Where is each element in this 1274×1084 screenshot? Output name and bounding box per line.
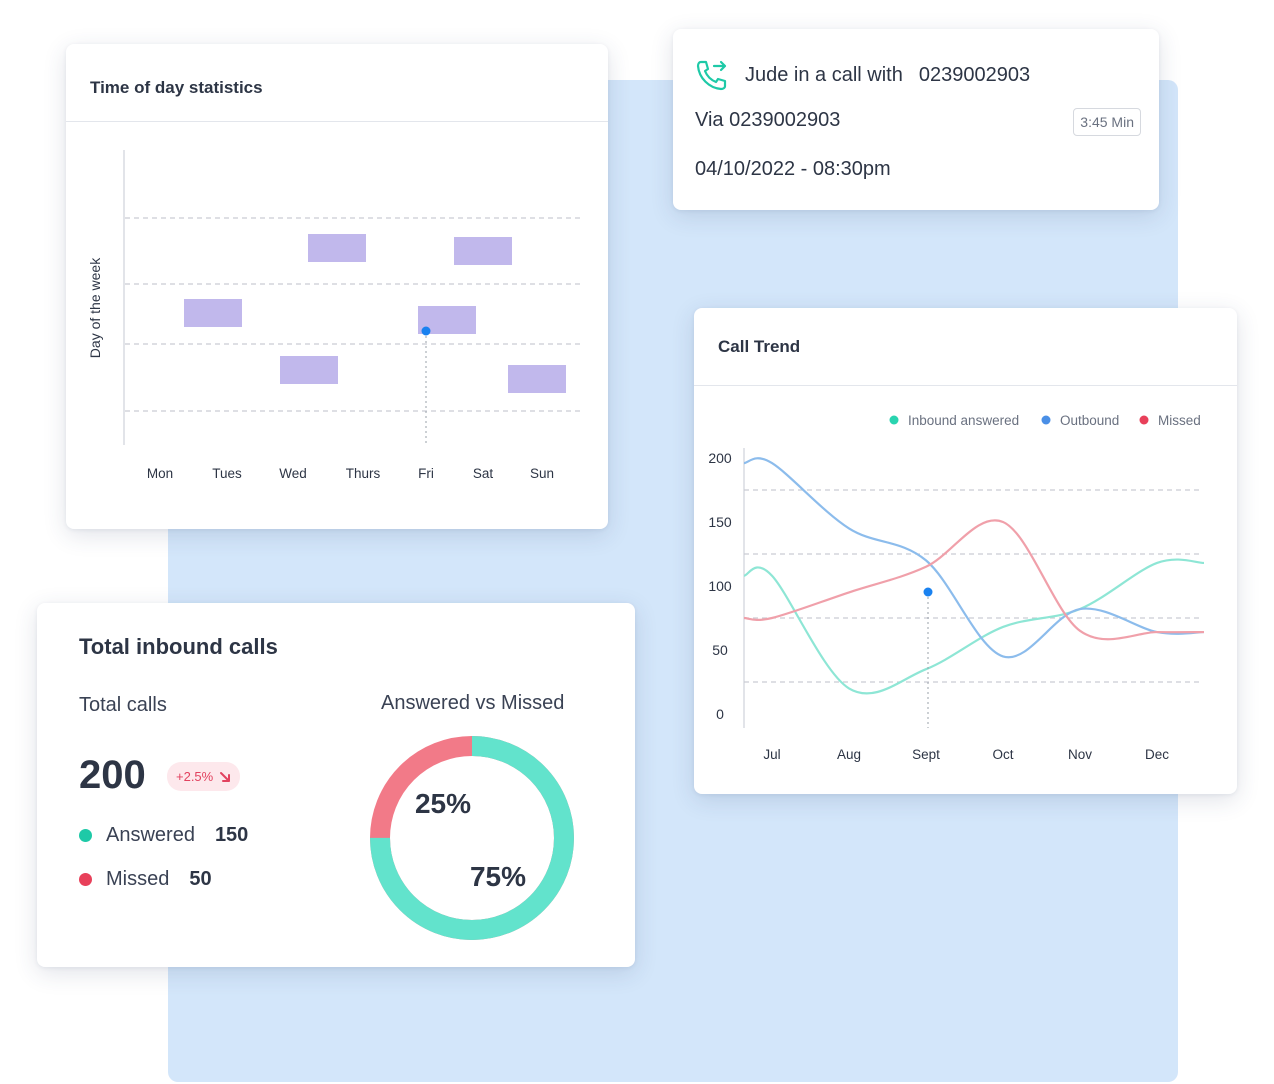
donut-title: Answered vs Missed [381,692,565,714]
total-calls-label: Total calls [79,694,167,716]
change-value: +2.5% [176,769,214,784]
x-tick-label: Dec [1145,747,1169,762]
answered-dot [79,829,92,842]
x-tick-label: Jul [763,747,780,762]
x-tick-label: Fri [418,466,434,481]
answered-percent: 75% [470,861,526,892]
series-line-inbound-answered[interactable] [743,558,1205,695]
marker-dot[interactable] [421,326,431,336]
answered-legend: Answered 150 [79,824,248,847]
call-datetime: 04/10/2022 - 08:30pm [695,158,891,180]
legend-label[interactable]: Missed [1158,413,1201,428]
y-tick-label: 50 [712,642,728,658]
total-calls-value: 200 [79,753,146,797]
total-inbound-card: Total inbound calls Total calls 200 +2.5… [37,603,635,967]
missed-value: 50 [189,868,212,890]
inbound-title: Total inbound calls [79,634,278,659]
answered-missed-donut: 25% 75% [370,736,574,940]
x-tick-label: Mon [147,466,173,481]
x-tick-label: Nov [1068,747,1092,762]
x-tick-label: Sat [473,466,494,481]
call-trend-chart: Inbound answered Outbound Missed 0 50 100 150… [708,413,1205,762]
change-badge: +2.5% [167,762,241,791]
time-of-day-title: Time of day statistics [66,44,608,122]
y-tick-label: 0 [716,706,724,722]
y-tick-label: 200 [708,450,732,466]
active-call-card: Jude in a call with 0239002903 Via 02390… [673,29,1159,210]
missed-legend: Missed 50 [79,868,212,891]
missed-dot [79,873,92,886]
x-tick-label: Wed [279,466,307,481]
x-tick-label: Sun [530,466,554,481]
answered-label: Answered [106,824,195,846]
y-tick-label: 150 [708,514,732,530]
time-of-day-chart: Day of the week Mon Tues Wed Thurs Fri Sat Sun [87,150,581,481]
call-duration-badge: 3:45 Min [1073,108,1141,136]
x-tick-label: Oct [992,747,1013,762]
answered-value: 150 [214,824,249,846]
missed-percent: 25% [415,788,471,819]
call-trend-title: Call Trend [694,308,1237,386]
time-block[interactable] [308,234,366,262]
time-block[interactable] [454,237,512,265]
series-line-missed[interactable] [743,519,1205,641]
time-block[interactable] [280,356,338,384]
legend-dot [889,415,899,425]
x-tick-label: Aug [837,747,861,762]
via-number: Via 0239002903 [695,109,841,131]
call-trend-card: Call Trend Inbound answered Outbound Misse… [694,308,1237,794]
legend-label[interactable]: Outbound [1060,413,1119,428]
phone-transfer-icon [696,60,727,91]
arrow-down-right-icon [220,771,231,782]
x-tick-label: Sept [912,747,940,762]
caller-text: Jude in a call with [745,63,903,86]
legend-label[interactable]: Inbound answered [908,413,1019,428]
answered-slice[interactable] [370,736,574,940]
time-block[interactable] [184,299,242,327]
legend-dot [1139,415,1149,425]
legend-dot [1041,415,1051,425]
y-axis-label: Day of the week [87,257,103,358]
time-block[interactable] [508,365,566,393]
marker-dot[interactable] [923,587,933,597]
missed-label: Missed [106,868,170,890]
time-of-day-card: Time of day statistics Day of the week M… [66,44,608,529]
x-tick-label: Thurs [346,466,381,481]
x-tick-label: Tues [212,466,242,481]
y-tick-label: 100 [708,578,732,594]
caller-number[interactable]: 0239002903 [918,63,1031,86]
series-line-outbound[interactable] [743,457,1205,659]
